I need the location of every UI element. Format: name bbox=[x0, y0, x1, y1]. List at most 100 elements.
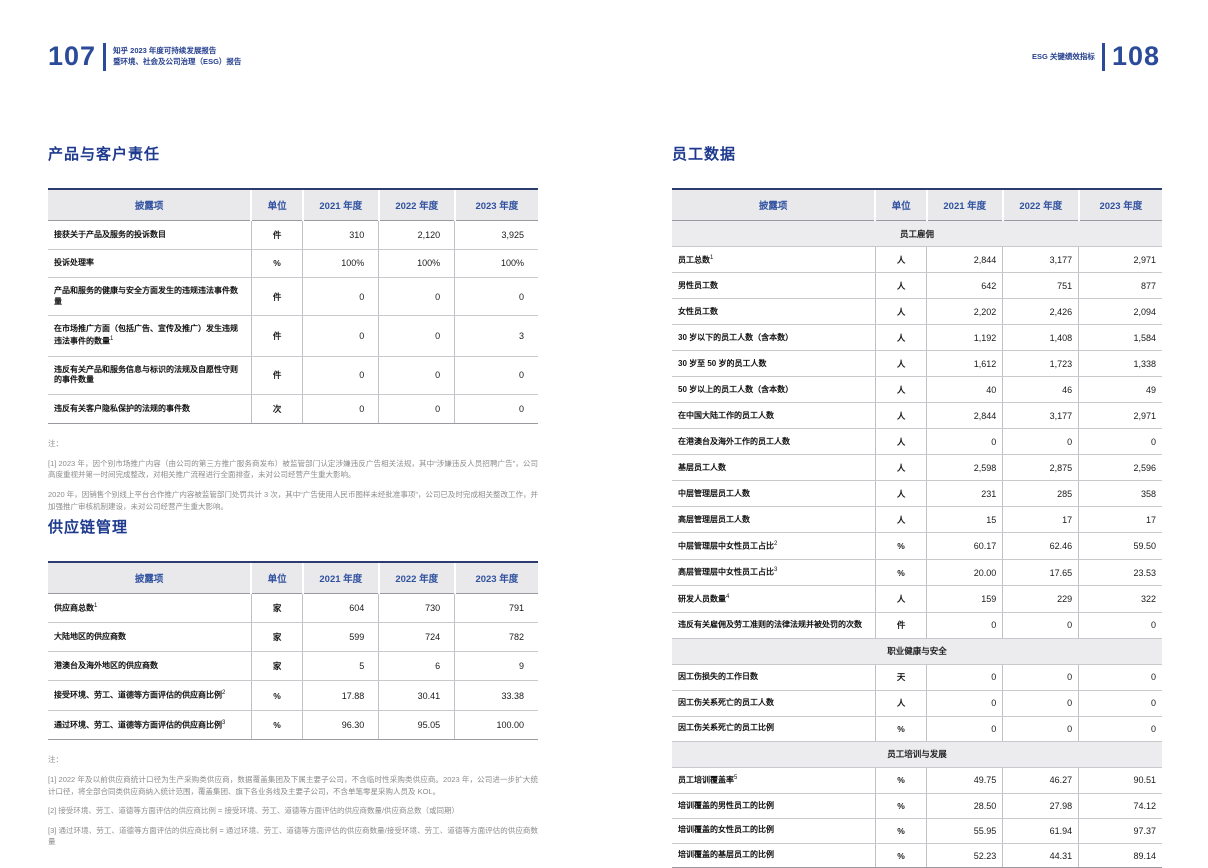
row-label: 基层员工人数 bbox=[672, 454, 876, 482]
row-label: 女性员工数 bbox=[672, 298, 876, 326]
row-label: 高层管理层中女性员工占比3 bbox=[672, 559, 876, 587]
row-unit: % bbox=[874, 818, 927, 844]
table-head: 披露项 单位 2021 年度 2022 年度 2023 年度 bbox=[48, 188, 538, 221]
row-value: 52.23 bbox=[926, 843, 1003, 868]
col-header: 2021 年度 bbox=[301, 561, 379, 594]
row-value: 0 bbox=[302, 315, 379, 357]
report-title-line1: 知乎 2023 年度可持续发展报告 bbox=[113, 46, 217, 55]
row-value: 0 bbox=[378, 277, 455, 317]
row-value: 0 bbox=[1002, 612, 1079, 639]
col-header: 2022 年度 bbox=[1001, 188, 1079, 221]
row-unit: 家 bbox=[250, 651, 303, 682]
header-divider bbox=[103, 43, 107, 71]
row-value: 5 bbox=[302, 651, 379, 682]
table-row: 50 岁以上的员工人数（含本数）人 40 46 49 bbox=[672, 376, 1162, 404]
table-row: 投诉处理率% 100% 100% 100% bbox=[48, 249, 538, 278]
row-label: 接受环境、劳工、道德等方面评估的供应商比例2 bbox=[48, 680, 252, 711]
row-unit: 天 bbox=[874, 664, 927, 691]
row-unit: 人 bbox=[874, 480, 927, 508]
row-label: 产品和服务的健康与安全方面发生的违规违法事件数量 bbox=[48, 277, 252, 317]
row-value: 159 bbox=[926, 585, 1003, 613]
row-label: 培训覆盖的女性员工的比例 bbox=[672, 818, 876, 844]
row-label: 因工伤关系死亡的员工人数 bbox=[672, 690, 876, 717]
row-value: 2,844 bbox=[926, 402, 1003, 430]
row-value: 90.51 bbox=[1078, 767, 1162, 795]
row-value: 2,844 bbox=[926, 246, 1003, 274]
row-unit: 人 bbox=[874, 298, 927, 326]
chapter-title: ESG 关键绩效指标 bbox=[1032, 52, 1095, 61]
row-value: 0 bbox=[454, 277, 538, 317]
row-value: 604 bbox=[302, 593, 379, 624]
row-value: 0 bbox=[302, 394, 379, 425]
footnote-marker: 1 bbox=[94, 603, 98, 609]
row-value: 642 bbox=[926, 272, 1003, 300]
row-value: 0 bbox=[926, 612, 1003, 639]
row-label: 员工培训覆盖率5 bbox=[672, 767, 876, 795]
row-label: 在市场推广方面（包括广告、宣传及推广）发生违规违法事件的数量1 bbox=[48, 315, 252, 357]
note-line: [2] 接受环境、劳工、道德等方面评估的供应商比例 = 接受环境、劳工、道德等方… bbox=[48, 806, 460, 816]
row-label: 因工伤关系死亡的员工比例 bbox=[672, 716, 876, 742]
table-row: 30 岁以下的员工人数（含本数）人 1,192 1,408 1,584 bbox=[672, 324, 1162, 352]
row-unit: 人 bbox=[874, 246, 927, 274]
table-row: 港澳台及海外地区的供应商数家 5 6 9 bbox=[48, 651, 538, 682]
header-divider bbox=[1101, 43, 1105, 71]
section-title-employees: 员工数据 bbox=[672, 146, 737, 163]
row-value: 0 bbox=[1078, 690, 1162, 717]
table-body: 供应商总数1 家 604 730 791 大陆地区的供应商数家 599 724 782 港澳台及海… bbox=[48, 593, 538, 741]
row-unit: 件 bbox=[874, 612, 927, 639]
row-value: 0 bbox=[378, 356, 455, 396]
table-row: 高层管理层中女性员工占比3% 20.00 17.65 23.53 bbox=[672, 559, 1162, 587]
row-value: 0 bbox=[1002, 716, 1079, 742]
table-row: 高层管理层员工人数人 15 17 17 bbox=[672, 506, 1162, 534]
row-value: 3,177 bbox=[1002, 246, 1079, 274]
row-unit: 家 bbox=[250, 622, 303, 653]
table-row: 培训覆盖的男性员工的比例% 28.50 27.98 74.12 bbox=[672, 793, 1162, 819]
row-unit: 件 bbox=[250, 356, 303, 396]
subsection-label: 职业健康与安全 bbox=[672, 638, 1162, 665]
note-line: [1] 2022 年及以前供应商统计口径为生产采购类供应商，数据覆盖集团及下属主… bbox=[48, 774, 538, 796]
row-label: 中层管理层中女性员工占比2 bbox=[672, 532, 876, 560]
row-label: 在港澳台及海外工作的员工人数 bbox=[672, 428, 876, 456]
table-body: 接获关于产品及服务的投诉数目件 310 2,120 3,925 投诉处理率% 100% 10… bbox=[48, 220, 538, 425]
row-value: 3 bbox=[454, 315, 538, 357]
row-unit: 件 bbox=[250, 277, 303, 317]
table-row: 在市场推广方面（包括广告、宣传及推广）发生违规违法事件的数量1 件 0 0 3 bbox=[48, 315, 538, 357]
row-value: 229 bbox=[1002, 585, 1079, 613]
col-header: 单位 bbox=[250, 188, 303, 221]
row-unit: % bbox=[874, 559, 927, 587]
table-row: 违反有关雇佣及劳工准则的法律法规并被处罚的次数件 0 0 0 bbox=[672, 612, 1162, 639]
table-row: 通过环境、劳工、道德等方面评估的供应商比例3% 96.30 95.05 100.00 bbox=[48, 710, 538, 741]
row-value: 95.05 bbox=[378, 710, 455, 741]
section-title-products: 产品与客户责任 bbox=[48, 146, 161, 163]
table-head: 披露项 单位 2021 年度 2022 年度 2023 年度 bbox=[48, 561, 538, 594]
footnote-marker: 2 bbox=[774, 540, 778, 547]
row-label: 培训覆盖的男性员工的比例 bbox=[672, 793, 876, 819]
row-label: 通过环境、劳工、道德等方面评估的供应商比例3 bbox=[48, 710, 252, 741]
row-value: 17.65 bbox=[1002, 559, 1079, 587]
chapter-title-block: ESG 关键绩效指标 bbox=[1032, 42, 1095, 62]
row-value: 322 bbox=[1078, 585, 1162, 613]
row-value: 59.50 bbox=[1078, 532, 1162, 560]
row-value: 0 bbox=[454, 394, 538, 425]
row-label: 大陆地区的供应商数 bbox=[48, 622, 252, 653]
table-row: 在中国大陆工作的员工人数人 2,844 3,177 2,971 bbox=[672, 402, 1162, 430]
row-unit: 人 bbox=[874, 690, 927, 717]
row-value: 9 bbox=[454, 651, 538, 682]
row-value: 751 bbox=[1002, 272, 1079, 300]
table-header-row: 披露项 单位 2021 年度 2022 年度 2023 年度 bbox=[672, 188, 1162, 221]
row-value: 285 bbox=[1002, 480, 1079, 508]
table-row: 研发人员数量4 人 159 229 322 bbox=[672, 585, 1162, 613]
table-row: 违反有关产品和服务信息与标识的法规及自愿性守则的事件数量件 0 0 0 bbox=[48, 356, 538, 396]
footnote-marker: 3 bbox=[222, 719, 226, 726]
note-line: 注： bbox=[48, 755, 63, 765]
row-value: 310 bbox=[302, 220, 379, 250]
report-title-line2: 暨环境、社会及公司治理（ESG）报告 bbox=[113, 57, 242, 66]
row-label: 员工总数1 bbox=[672, 246, 876, 274]
row-unit: 件 bbox=[250, 220, 303, 250]
row-unit: 人 bbox=[874, 585, 927, 613]
table-header-row: 披露项 单位 2021 年度 2022 年度 2023 年度 bbox=[48, 188, 538, 221]
row-value: 0 bbox=[926, 716, 1003, 742]
row-value: 0 bbox=[926, 664, 1003, 691]
row-value: 0 bbox=[378, 315, 455, 357]
row-value: 44.31 bbox=[1002, 843, 1079, 868]
